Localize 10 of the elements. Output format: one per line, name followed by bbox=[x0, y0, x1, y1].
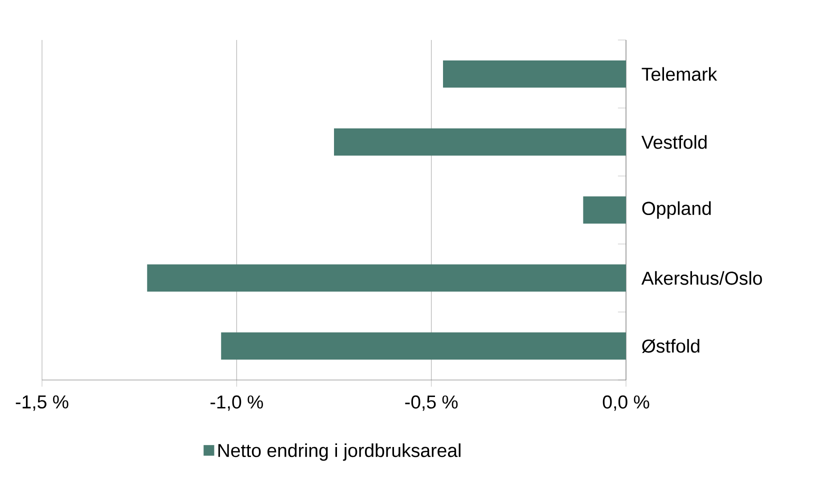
x-tick-label: -0,5 % bbox=[405, 395, 458, 411]
y-tick-label: Oppland bbox=[642, 201, 711, 219]
legend-label: Netto endring i jordbruksareal bbox=[218, 443, 460, 461]
y-tick-label: Telemark bbox=[642, 67, 718, 81]
x-tick-label: -1,5 % bbox=[16, 395, 68, 411]
x-tick-label: 0,0 % bbox=[602, 395, 650, 411]
y-tick-label: Akershus/Oslo bbox=[641, 271, 762, 285]
y-tick-label: Vestfold bbox=[641, 135, 707, 149]
y-tick-label: Østfold bbox=[642, 338, 700, 353]
x-tick-label: -1,0 % bbox=[210, 395, 263, 411]
